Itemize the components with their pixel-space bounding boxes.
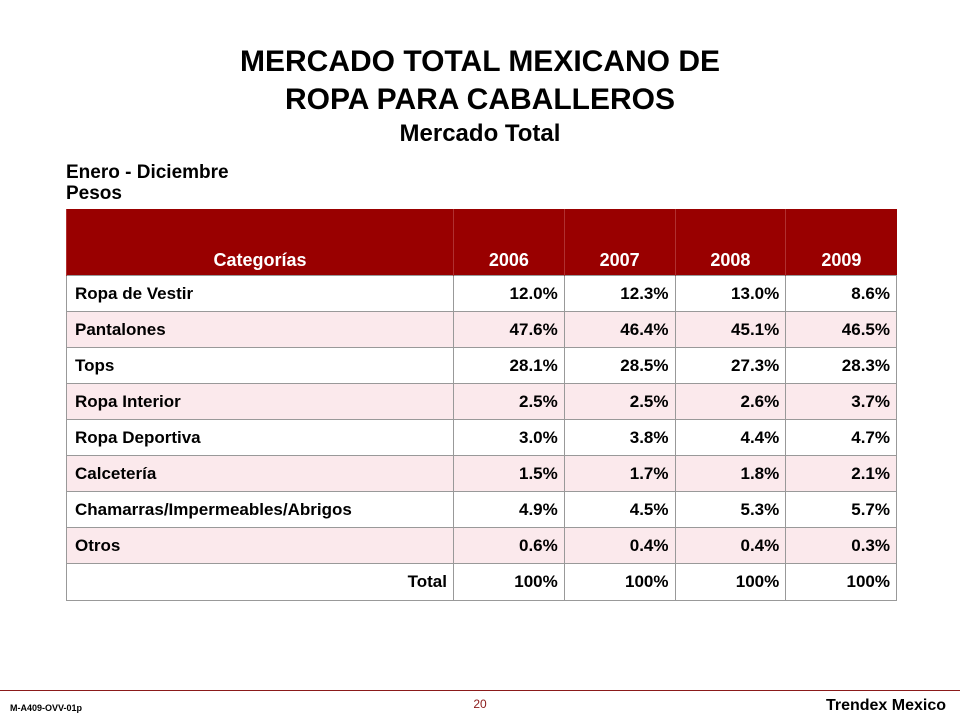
cell-value: 4.5% — [563, 491, 676, 528]
header-2006: 2006 — [453, 209, 565, 276]
brand-name: Trendex Mexico — [825, 697, 946, 714]
slide-subtitle: Mercado Total — [399, 120, 561, 147]
cell-value: 4.7% — [785, 419, 897, 456]
period-label: Enero - Diciembre Pesos — [66, 162, 229, 204]
row-label: Ropa de Vestir — [66, 275, 454, 312]
cell-value: 2.6% — [674, 383, 787, 420]
cell-value: 2.1% — [785, 455, 897, 492]
table-row: Ropa Deportiva 3.0% 3.8% 4.4% 4.7% — [66, 419, 897, 456]
table-header-row: Categorías 2006 2007 2008 2009 — [66, 209, 897, 276]
total-value: 100% — [785, 563, 897, 601]
cell-value: 3.0% — [453, 419, 565, 456]
cell-value: 27.3% — [674, 347, 787, 384]
slide-title-line2: ROPA PARA CABALLEROS — [285, 83, 675, 116]
total-value: 100% — [453, 563, 565, 601]
header-2009: 2009 — [785, 209, 897, 276]
table-row: Ropa Interior 2.5% 2.5% 2.6% 3.7% — [66, 383, 897, 420]
cell-value: 3.8% — [563, 419, 676, 456]
cell-value: 3.7% — [785, 383, 897, 420]
cell-value: 47.6% — [453, 311, 565, 348]
document-code: M-A409-OVV-01p — [10, 703, 83, 713]
cell-value: 45.1% — [674, 311, 787, 348]
cell-value: 4.9% — [453, 491, 565, 528]
cell-value: 0.4% — [674, 527, 787, 564]
cell-value: 4.4% — [674, 419, 787, 456]
header-categorias: Categorías — [66, 209, 454, 276]
row-label: Otros — [66, 527, 454, 564]
cell-value: 46.5% — [785, 311, 897, 348]
row-label: Chamarras/Impermeables/Abrigos — [66, 491, 454, 528]
cell-value: 12.3% — [563, 275, 676, 312]
cell-value: 2.5% — [453, 383, 565, 420]
total-value: 100% — [563, 563, 676, 601]
total-value: 100% — [674, 563, 787, 601]
footer-divider — [0, 690, 960, 691]
cell-value: 0.6% — [453, 527, 565, 564]
header-2007: 2007 — [563, 209, 675, 276]
row-label: Calcetería — [66, 455, 454, 492]
cell-value: 12.0% — [453, 275, 565, 312]
row-label: Ropa Deportiva — [66, 419, 454, 456]
cell-value: 28.5% — [563, 347, 676, 384]
cell-value: 28.3% — [785, 347, 897, 384]
table-row: Calcetería 1.5% 1.7% 1.8% 2.1% — [66, 455, 897, 492]
table-row: Pantalones 47.6% 46.4% 45.1% 46.5% — [66, 311, 897, 348]
slide-title-line1: MERCADO TOTAL MEXICANO DE — [239, 45, 720, 78]
cell-value: 13.0% — [674, 275, 787, 312]
cell-value: 46.4% — [563, 311, 676, 348]
page-number: 20 — [473, 697, 487, 711]
market-share-table: Categorías 2006 2007 2008 2009 Ropa de V… — [66, 209, 897, 601]
header-2008: 2008 — [674, 209, 786, 276]
row-label: Pantalones — [66, 311, 454, 348]
cell-value: 8.6% — [785, 275, 897, 312]
cell-value: 1.7% — [563, 455, 676, 492]
period-range: Enero - Diciembre — [66, 162, 229, 183]
cell-value: 2.5% — [563, 383, 676, 420]
cell-value: 0.4% — [563, 527, 676, 564]
table-row: Otros 0.6% 0.4% 0.4% 0.3% — [66, 527, 897, 564]
cell-value: 1.8% — [674, 455, 787, 492]
table-row: Chamarras/Impermeables/Abrigos 4.9% 4.5%… — [66, 491, 897, 528]
cell-value: 5.3% — [674, 491, 787, 528]
table-row: Tops 28.1% 28.5% 27.3% 28.3% — [66, 347, 897, 384]
cell-value: 28.1% — [453, 347, 565, 384]
table-total-row: Total 100% 100% 100% 100% — [66, 563, 897, 601]
cell-value: 5.7% — [785, 491, 897, 528]
row-label: Tops — [66, 347, 454, 384]
row-label: Ropa Interior — [66, 383, 454, 420]
table-row: Ropa de Vestir 12.0% 12.3% 13.0% 8.6% — [66, 275, 897, 312]
cell-value: 0.3% — [785, 527, 897, 564]
total-label: Total — [66, 563, 454, 601]
currency-unit: Pesos — [66, 183, 122, 204]
cell-value: 1.5% — [453, 455, 565, 492]
